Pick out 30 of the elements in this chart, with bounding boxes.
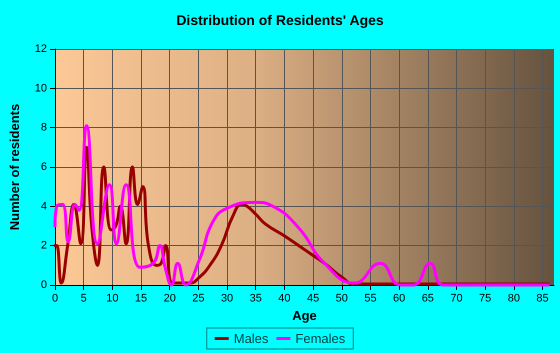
- legend-label: Females: [295, 331, 346, 346]
- y-axis-title: Number of residents: [7, 104, 22, 230]
- x-tick-label: 10: [106, 292, 118, 304]
- x-tick-label: 70: [450, 292, 463, 304]
- x-tick-label: 30: [220, 292, 234, 304]
- legend-label: Males: [234, 331, 269, 346]
- x-tick-label: 35: [250, 292, 262, 304]
- x-tick-label: 50: [336, 292, 348, 304]
- x-tick-label: 5: [80, 292, 87, 304]
- x-tick-label: 60: [393, 292, 406, 304]
- y-tick-label: 12: [34, 43, 47, 55]
- x-axis-title: Age: [292, 308, 317, 323]
- x-tick-label: 45: [306, 292, 320, 304]
- x-tick-label: 15: [134, 292, 148, 304]
- y-tick-label: 2: [40, 240, 47, 252]
- x-tick-label: 75: [479, 292, 492, 304]
- x-tick-label: 65: [422, 292, 434, 304]
- y-tick-label: 4: [40, 200, 47, 212]
- x-tick-label: 20: [164, 292, 176, 304]
- y-tick-label: 0: [40, 279, 47, 291]
- x-tick-label: 40: [278, 292, 291, 304]
- x-tick-label: 80: [508, 292, 520, 304]
- x-tick-label: 0: [52, 292, 58, 304]
- y-tick-label: 8: [40, 122, 47, 134]
- chart-title: Distribution of Residents' Ages: [176, 12, 384, 28]
- x-tick-label: 85: [536, 292, 549, 304]
- x-tick-label: 55: [364, 292, 377, 304]
- x-tick-label: 25: [192, 292, 205, 304]
- y-tick-label: 10: [34, 82, 47, 94]
- y-tick-label: 6: [40, 161, 47, 173]
